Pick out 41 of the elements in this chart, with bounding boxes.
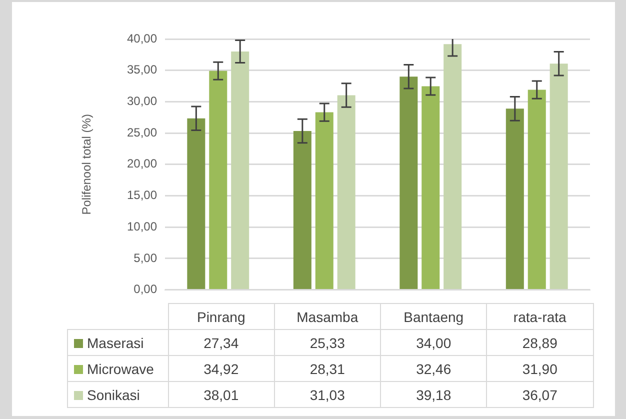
data-label: 36,07 <box>486 382 593 408</box>
x-tick-label: Pinrang <box>168 304 274 330</box>
data-label: 39,18 <box>380 382 487 408</box>
y-tick-label: 15,00 <box>126 188 158 202</box>
y-tick-label: 30,00 <box>126 94 158 108</box>
y-tick-label: 5,00 <box>134 250 158 265</box>
bar <box>444 44 462 290</box>
y-tick-label: 25,00 <box>126 125 158 140</box>
bar <box>231 51 250 290</box>
bar <box>315 112 334 290</box>
y-tick-label: 35,00 <box>126 62 158 77</box>
data-label: 28,89 <box>486 330 593 356</box>
y-tick-label: 20,00 <box>126 156 158 171</box>
bar <box>400 76 418 290</box>
legend-label: Sonikasi <box>87 386 140 402</box>
legend-label: Microwave <box>87 360 154 376</box>
bar <box>187 118 206 290</box>
data-label: 38,01 <box>168 382 274 408</box>
data-label: 31,03 <box>274 382 380 408</box>
x-tick-label: rata-rata <box>486 304 593 330</box>
y-tick-label: 0,00 <box>134 282 158 296</box>
bar <box>209 70 228 290</box>
bar <box>528 90 546 290</box>
x-tick-label: Masamba <box>274 304 380 330</box>
bar <box>550 64 568 290</box>
data-label: 31,90 <box>486 356 593 382</box>
data-label: 27,34 <box>168 330 274 356</box>
y-tick-label: 10,00 <box>126 219 158 234</box>
legend-label: Maserasi <box>87 334 144 350</box>
data-label: 28,31 <box>274 356 380 382</box>
data-label: 34,00 <box>380 330 487 356</box>
data-label: 32,46 <box>380 356 487 382</box>
bar <box>506 108 524 290</box>
y-axis-title: Polifenool total (%) <box>80 114 94 215</box>
y-tick-label: 40,00 <box>126 31 158 46</box>
bar <box>293 130 312 290</box>
bar <box>337 95 356 290</box>
data-label: 34,92 <box>168 356 274 382</box>
x-tick-label: Bantaeng <box>380 304 487 330</box>
bar <box>422 86 440 290</box>
data-label: 25,33 <box>274 330 380 356</box>
